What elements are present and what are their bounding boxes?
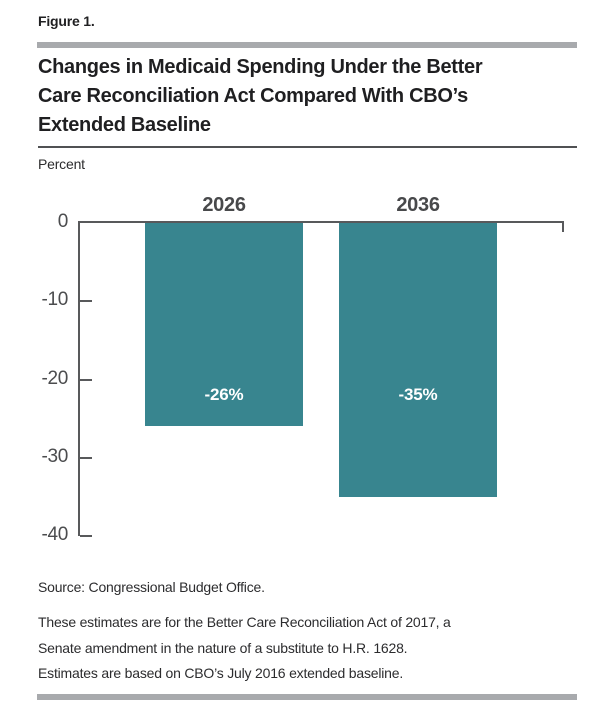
y-tick-minus10 [80,300,92,302]
bar-2036 [339,223,497,497]
y-tick-label-minus10: -10 [41,289,68,310]
category-label-2036: 2036 [396,194,440,216]
x-axis-right-end-tick [562,223,564,232]
category-label-2026: 2026 [202,194,246,216]
title-underline-rule [38,146,577,148]
top-divider-rule [37,42,577,48]
source-note: Source: Congressional Budget Office. [38,579,265,595]
estimates-note-line-1: These estimates are for the Better Care … [38,614,451,630]
y-tick-minus20 [80,379,92,381]
figure-number-label: Figure 1. [38,13,95,29]
y-tick-minus30 [80,457,92,459]
bar-data-label-2036: -35% [398,385,438,404]
figure-title-line-2: Care Reconciliation Act Compared With CB… [38,85,468,107]
y-tick-label-minus40: -40 [41,524,68,545]
y-axis-unit-label: Percent [38,156,85,172]
y-tick-label-minus20: -20 [41,368,68,389]
figure-title: Changes in Medicaid Spending Under the B… [38,53,578,140]
bar-2026 [145,223,303,426]
baseline-note: Estimates are based on CBO’s July 2016 e… [38,665,404,681]
bar-data-label-2026: -26% [204,385,244,404]
y-tick-label-minus30: -30 [41,446,68,467]
y-tick-minus40 [80,535,92,537]
figure-title-line-1: Changes in Medicaid Spending Under the B… [38,56,483,78]
y-axis-line [78,223,80,536]
bottom-divider-rule [37,694,577,700]
estimates-note-line-2: Senate amendment in the nature of a subs… [38,640,408,656]
y-tick-label-0: 0 [57,211,69,232]
figure-title-line-3: Extended Baseline [38,114,211,136]
x-axis-zero-line [78,221,564,223]
